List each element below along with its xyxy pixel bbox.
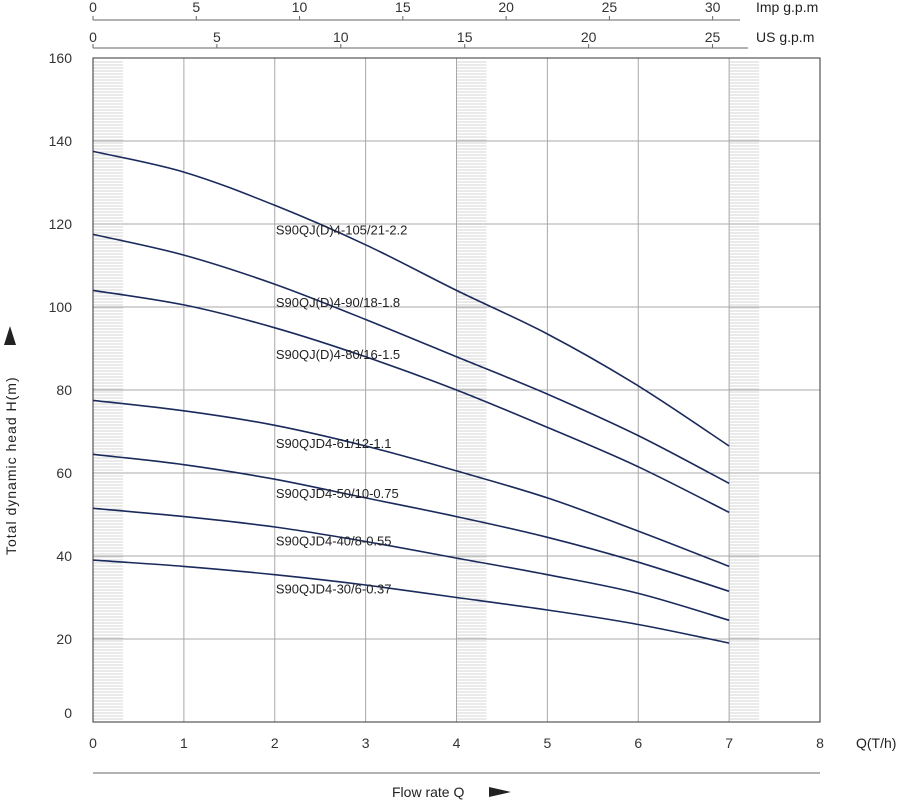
secondary-tick-0-0: 0	[89, 0, 97, 15]
secondary-tick-1-5: 25	[705, 29, 721, 45]
curve-0	[92, 150, 730, 447]
secondary-tick-0-1: 5	[192, 0, 200, 15]
x-tick-6: 6	[634, 735, 642, 751]
curve-2	[92, 289, 730, 514]
x-arrow-icon	[489, 787, 511, 797]
secondary-axes: 0 5 10 15 20 25 30 Imp g.p.m 0 5 10 15 20 25 US g.p.m	[89, 0, 818, 49]
secondary-tick-1-4: 20	[581, 29, 597, 45]
secondary-tick-0-5: 25	[602, 0, 618, 15]
x-tick-2: 2	[271, 735, 279, 751]
secondary-tick-0-6: 30	[705, 0, 721, 15]
x-tick-5: 5	[543, 735, 551, 751]
y-tick-60: 60	[56, 465, 72, 481]
y-tick-100: 100	[49, 299, 73, 315]
x-tick-4: 4	[453, 735, 461, 751]
secondary-tick-0-4: 20	[498, 0, 514, 15]
x-unit-label: Q(T/h)	[856, 735, 896, 751]
secondary-tick-1-1: 5	[213, 29, 221, 45]
secondary-axis-1: 0 5 10 15 20 25 US g.p.m	[89, 29, 814, 49]
x-tick-8: 8	[816, 735, 824, 751]
secondary-axis-label-0: Imp g.p.m	[756, 0, 818, 15]
x-axis-title: Flow rate Q	[392, 784, 464, 800]
range-band-2	[729, 61, 760, 720]
x-tick-1: 1	[180, 735, 188, 751]
curve-label-2: S90QJ(D)4-80/16-1.5	[276, 347, 400, 362]
y-tick-labels: 0 20 40 60 80 100 120 140 160	[49, 50, 73, 721]
curve-label-0: S90QJ(D)4-105/21-2.2	[276, 222, 408, 237]
y-axis-title: Total dynamic head H(m)	[3, 376, 19, 555]
x-tick-7: 7	[725, 735, 733, 751]
y-tick-0: 0	[64, 705, 72, 721]
y-tick-120: 120	[49, 216, 73, 232]
curve-5	[92, 507, 730, 622]
plot-frame	[92, 57, 821, 723]
y-tick-20: 20	[56, 631, 72, 647]
curve-3	[92, 399, 730, 568]
secondary-tick-0-2: 10	[292, 0, 308, 15]
y-arrow-icon	[4, 326, 16, 345]
secondary-tick-1-3: 15	[457, 29, 473, 45]
secondary-axis-label-1: US g.p.m	[756, 29, 814, 45]
x-tick-labels: 0 1 2 3 4 5 6 7 8	[89, 735, 824, 751]
x-tick-3: 3	[362, 735, 370, 751]
curves	[92, 150, 730, 644]
secondary-tick-1-2: 10	[333, 29, 349, 45]
x-tick-0: 0	[89, 735, 97, 751]
curve-label-4: S90QJD4-50/10-0.75	[276, 486, 399, 501]
range-band-1	[456, 61, 487, 720]
curve-4	[92, 453, 730, 593]
curve-6	[92, 559, 730, 644]
curve-label-1: S90QJ(D)4-90/18-1.8	[276, 295, 400, 310]
curve-1	[92, 233, 730, 485]
curve-label-3: S90QJD4-61/12-1.1	[276, 436, 392, 451]
secondary-tick-1-0: 0	[89, 29, 97, 45]
y-tick-80: 80	[56, 382, 72, 398]
y-tick-140: 140	[49, 133, 73, 149]
curve-label-6: S90QJD4-30/6-0.37	[276, 581, 392, 596]
secondary-tick-0-3: 15	[395, 0, 411, 15]
curve-labels: S90QJ(D)4-105/21-2.2 S90QJ(D)4-90/18-1.8 S…	[276, 222, 408, 596]
curve-label-5: S90QJD4-40/8-0.55	[276, 534, 392, 549]
y-tick-40: 40	[56, 548, 72, 564]
secondary-axis-0: 0 5 10 15 20 25 30 Imp g.p.m	[89, 0, 818, 21]
y-tick-160: 160	[49, 50, 73, 66]
